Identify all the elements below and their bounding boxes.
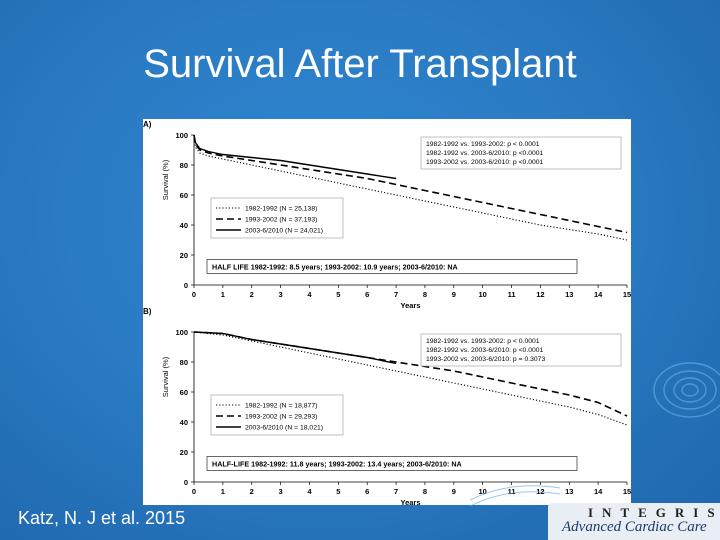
survival-figure: A) 0 20 40 60 80 100 0 1 2 3 4 5 6 7 8 9 10 11 12 13 14 15 Year… xyxy=(143,119,631,505)
x-tick-label: 2 xyxy=(250,290,254,299)
x-tick-label: 2 xyxy=(250,487,254,496)
pvalue-box: 1982-1992 vs. 1993-2002: p < 0.0001 1982-… xyxy=(420,136,622,170)
decorative-lines-icon xyxy=(470,485,560,507)
x-tick-label: 5 xyxy=(336,487,340,496)
pvalue-box-border xyxy=(420,136,622,170)
y-tick-label: 80 xyxy=(180,358,188,367)
pvalue-text: 1993-2002 vs. 2003-6/2010: p <0.0001 xyxy=(426,159,544,166)
legend: 1982-1992 (N = 25,138) 1993-2002 (N = 37,… xyxy=(210,197,344,239)
x-tick-label: 9 xyxy=(452,290,456,299)
x-tick-label: 15 xyxy=(623,487,631,496)
x-tick-label: 13 xyxy=(565,290,573,299)
y-tick-label: 0 xyxy=(184,478,188,487)
legend-entry: 1982-1992 (N = 25,138) xyxy=(245,206,317,213)
x-tick-label: 9 xyxy=(452,487,456,496)
x-tick-label: 10 xyxy=(478,487,486,496)
x-tick-label: 3 xyxy=(279,487,283,496)
x-tick-label: 14 xyxy=(594,290,603,299)
half-life-box: HALF-LIFE 1982-1992: 11.8 years; 1993-20… xyxy=(206,456,578,471)
integris-logo: INTEGRIS Advanced Cardiac Care xyxy=(548,503,720,540)
legend: 1982-1992 (N = 18,877) 1993-2002 (N = 29,… xyxy=(210,394,344,436)
panel-label: B) xyxy=(143,307,152,316)
series-line-solid xyxy=(193,134,397,180)
logo-brand-text: INTEGRIS xyxy=(588,505,720,520)
x-tick-label: 4 xyxy=(307,290,312,299)
x-tick-label: 5 xyxy=(336,290,340,299)
y-tick-label: 20 xyxy=(180,251,188,260)
x-tick-label: 15 xyxy=(623,290,631,299)
y-tick-label: 40 xyxy=(180,418,188,427)
y-axis-title: Survival (%) xyxy=(161,356,170,397)
x-tick-label: 1 xyxy=(221,487,225,496)
half-life-text: HALF LIFE 1982-1992: 8.5 years; 1993-200… xyxy=(212,263,458,272)
half-life-border xyxy=(206,259,578,274)
legend-entry: 1993-2002 (N = 37,193) xyxy=(245,217,317,224)
x-tick-label: 13 xyxy=(565,487,573,496)
pvalue-text: 1982-1992 vs. 1993-2002: p < 0.0001 xyxy=(426,338,540,345)
citation: Katz, N. J et al. 2015 xyxy=(18,508,186,528)
logo-tagline-text: Advanced Cardiac Care xyxy=(562,519,707,535)
x-tick-label: 1 xyxy=(221,290,225,299)
y-tick-label: 20 xyxy=(180,448,188,457)
series-line-dashed xyxy=(193,134,628,234)
slide-title: Survival After Transplant xyxy=(143,42,577,86)
y-tick-label: 40 xyxy=(180,221,188,230)
x-tick-label: 14 xyxy=(594,487,603,496)
x-tick-label: 7 xyxy=(394,487,398,496)
pvalue-text: 1982-1992 vs. 1993-2002: p < 0.0001 xyxy=(426,141,540,148)
pvalue-text: 1993-2002 vs. 2003-6/2010: p = 0.3073 xyxy=(426,356,545,363)
series-line-dotted xyxy=(193,331,628,426)
series-line-solid xyxy=(193,331,397,365)
x-axis-title: Years xyxy=(400,301,420,310)
pvalue-box-border xyxy=(420,333,622,367)
x-tick-label: 10 xyxy=(478,290,486,299)
x-tick-label: 6 xyxy=(365,487,369,496)
half-life-border xyxy=(206,456,578,471)
y-axis-title: Survival (%) xyxy=(161,159,170,200)
x-axis-title: Years xyxy=(400,498,420,505)
x-tick-label: 11 xyxy=(508,487,516,496)
y-tick-label: 60 xyxy=(180,191,188,200)
x-tick-label: 0 xyxy=(192,290,196,299)
pvalue-text: 1982-1992 vs. 2003-6/2010: p <0.0001 xyxy=(426,150,544,157)
x-tick-label: 8 xyxy=(423,290,427,299)
legend-entry: 2003-6/2010 (N = 18,021) xyxy=(245,425,323,432)
y-tick-label: 80 xyxy=(180,161,188,170)
legend-entry: 1993-2002 (N = 29,293) xyxy=(245,414,317,421)
panel-label: A) xyxy=(143,120,152,129)
y-tick-label: 100 xyxy=(175,131,188,140)
x-tick-label: 6 xyxy=(365,290,369,299)
legend-entry: 1982-1992 (N = 18,877) xyxy=(245,403,317,410)
x-tick-label: 4 xyxy=(307,487,312,496)
x-tick-label: 7 xyxy=(394,290,398,299)
y-tick-label: 0 xyxy=(184,281,188,290)
legend-border xyxy=(210,197,344,239)
pvalue-box: 1982-1992 vs. 1993-2002: p < 0.0001 1982-… xyxy=(420,333,622,367)
x-tick-label: 8 xyxy=(423,487,427,496)
x-tick-label: 12 xyxy=(536,290,544,299)
x-tick-label: 3 xyxy=(279,290,283,299)
x-tick-label: 0 xyxy=(192,487,196,496)
decorative-ripple-icon xyxy=(653,362,720,418)
y-tick-label: 100 xyxy=(175,328,188,337)
y-tick-label: 60 xyxy=(180,388,188,397)
x-tick-label: 11 xyxy=(508,290,516,299)
legend-border xyxy=(210,394,344,436)
half-life-text: HALF-LIFE 1982-1992: 11.8 years; 1993-20… xyxy=(212,460,462,469)
half-life-box: HALF LIFE 1982-1992: 8.5 years; 1993-200… xyxy=(206,259,578,274)
pvalue-text: 1982-1992 vs. 2003-6/2010: p <0.0001 xyxy=(426,347,544,354)
legend-entry: 2003-6/2010 (N = 24,021) xyxy=(245,228,323,235)
